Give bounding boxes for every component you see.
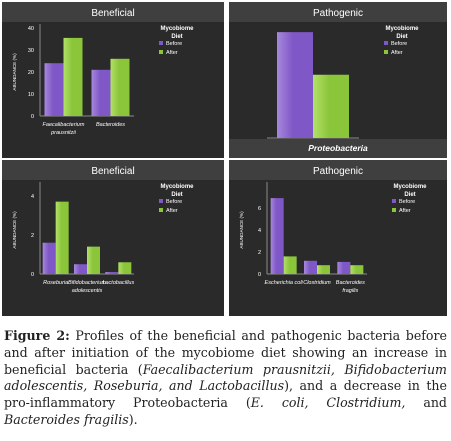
legend-title: Diet [171, 192, 182, 198]
legend-label: After [166, 50, 178, 56]
category-label: prausnitzii [50, 130, 77, 136]
y-tick-label: 0 [258, 272, 261, 278]
bar-after [317, 265, 330, 274]
category-label: Clostridium [303, 280, 331, 286]
legend-label: After [166, 208, 178, 214]
caption-part: ), and a decrease in the pro-inflammator… [4, 378, 447, 411]
y-axis-label: ABUNDANCE (%) [239, 211, 244, 249]
y-tick-label: 6 [258, 206, 261, 212]
chart-background [229, 160, 447, 316]
legend-title: Diet [404, 192, 415, 198]
title-band [2, 160, 224, 180]
chart-title: Beneficial [91, 8, 134, 19]
bar-after [118, 262, 132, 274]
legend-label: After [391, 50, 403, 56]
bar-before [304, 260, 317, 274]
category-label: Escherichia coli [265, 280, 304, 286]
category-label: adolescentis [72, 288, 103, 294]
bar-after [110, 58, 130, 116]
caption-part: Bacteroides fragilis [4, 411, 129, 427]
bar-before [105, 272, 119, 274]
legend-label: Before [399, 199, 415, 205]
bar-before [42, 242, 56, 274]
legend-title: Diet [171, 34, 182, 40]
y-tick-label: 2 [31, 233, 34, 239]
bar-before [44, 63, 64, 116]
y-axis-label: ABUNDANCE (%) [12, 53, 17, 91]
legend-swatch-after [159, 208, 163, 212]
title-band [2, 2, 224, 22]
chart-svg: Beneficial 0 10 20 30 40 ABUNDANCE (%) Faecalib… [2, 2, 224, 158]
y-tick-label: 4 [258, 228, 261, 234]
caption-text: Profiles of the beneficial and pathogeni… [4, 328, 447, 427]
figure-caption: Figure 2: Profiles of the beneficial and… [4, 328, 447, 429]
legend-title: Mycobiome [385, 26, 419, 32]
bar-before [337, 261, 351, 274]
chart-svg: Pathogenic Proteobacteria Mycobiome DietBef… [229, 2, 447, 158]
y-tick-label: 0 [31, 114, 34, 120]
category-label: Proteobacteria [308, 143, 368, 153]
caption-part: Faecalibacterium prausnitzii, Bifidobact… [4, 361, 447, 394]
legend-title: Mycobiome [393, 184, 427, 190]
bar-after [87, 246, 100, 274]
legend-swatch-before [159, 41, 163, 45]
bar-after [313, 74, 349, 138]
title-band [229, 2, 447, 22]
chart-pathogenic-bottom: Pathogenic 0 2 4 6 ABUNDANCE (%) Escherichia c… [229, 160, 447, 316]
y-tick-label: 2 [258, 250, 261, 256]
chart-pathogenic-top: Pathogenic Proteobacteria Mycobiome Diet Bef… [229, 2, 447, 158]
y-tick-label: 10 [28, 92, 34, 98]
legend-swatch-after [392, 208, 396, 212]
chart-beneficial-top: Beneficial 0 10 20 30 40 ABUNDANCE (%) Faecalib… [2, 2, 224, 158]
y-tick-label: 20 [28, 70, 34, 76]
bar-before [277, 32, 313, 138]
chart-svg: Beneficial 0 2 4 ABUNDANCE (%) Roseburia Bifid… [2, 160, 224, 316]
chart-beneficial-bottom: Beneficial 0 2 4 ABUNDANCE (%) Roseburia Bifid… [2, 160, 224, 316]
y-tick-label: 30 [28, 48, 34, 54]
category-label: Faecalibacterium [43, 122, 85, 128]
y-axis-label: ABUNDANCE (%) [12, 211, 17, 249]
category-label: fragilis [342, 288, 358, 294]
legend-swatch-before [159, 199, 163, 203]
chart-title: Pathogenic [313, 8, 363, 19]
category-label: Roseburia [43, 280, 68, 286]
caption-part: E. coli, Clostridium, [250, 395, 406, 411]
title-band [229, 160, 447, 180]
legend-swatch-after [384, 50, 388, 54]
bar-before [270, 198, 284, 274]
legend-label: Before [166, 199, 182, 205]
category-label: Bacteroides [336, 280, 365, 286]
category-label: Bifidobacterium [68, 280, 106, 286]
chart-svg: Pathogenic 0 2 4 6 ABUNDANCE (%) Escherichia c… [229, 160, 447, 316]
category-label: Lactobacillus [102, 280, 134, 286]
y-tick-label: 0 [31, 272, 34, 278]
legend-title: Mycobiome [160, 26, 194, 32]
bar-after [350, 265, 364, 274]
legend-label: After [399, 208, 411, 214]
chart-title: Pathogenic [313, 166, 363, 177]
bar-after [55, 201, 69, 274]
y-tick-label: 4 [31, 194, 34, 200]
bar-after [283, 256, 297, 274]
legend-label: Before [166, 41, 182, 47]
figure-label: Figure 2: [4, 328, 70, 343]
category-label: Bacteroides [96, 122, 125, 128]
y-tick-label: 40 [28, 26, 34, 32]
chart-title: Beneficial [91, 166, 134, 177]
bar-before [74, 264, 87, 274]
caption-part: and [405, 395, 447, 411]
bar-after [63, 37, 83, 116]
legend-swatch-after [159, 50, 163, 54]
category-band [229, 139, 447, 158]
legend-title: Diet [396, 34, 407, 40]
legend-label: Before [391, 41, 407, 47]
legend-swatch-before [384, 41, 388, 45]
caption-part: Profiles of the beneficial and pathogeni… [4, 328, 447, 377]
bar-before [91, 69, 111, 116]
chart-background [2, 160, 224, 316]
legend-title: Mycobiome [160, 184, 194, 190]
legend-swatch-before [392, 199, 396, 203]
caption-part: ). [128, 411, 138, 427]
